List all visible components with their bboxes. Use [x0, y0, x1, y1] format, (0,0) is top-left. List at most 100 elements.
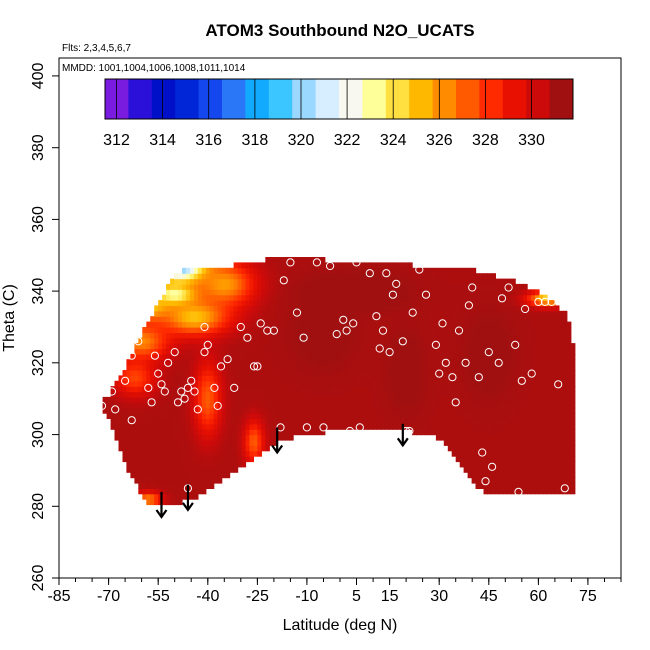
heatmap-cell [511, 396, 516, 403]
heatmap-cell [233, 294, 239, 301]
heatmap-cell [162, 375, 167, 382]
heatmap-cell [122, 402, 128, 409]
heatmap-cell [328, 337, 334, 344]
heatmap-cell [463, 370, 469, 376]
heatmap-cell [221, 359, 227, 366]
heatmap-cell [412, 396, 417, 403]
heatmap-cell [531, 316, 536, 323]
heatmap-cell [344, 267, 350, 274]
heatmap-cell [249, 423, 254, 430]
heatmap-cell [193, 327, 199, 333]
heatmap-cell [328, 423, 334, 430]
heatmap-cell [396, 364, 401, 371]
heatmap-cell [233, 423, 239, 430]
heatmap-cell [138, 364, 143, 371]
heatmap-cell [146, 370, 151, 376]
heatmap-cell [158, 310, 163, 317]
heatmap-cell [182, 445, 187, 452]
heatmap-cell [305, 402, 310, 409]
heatmap-cell [348, 402, 354, 409]
heatmap-cell [566, 396, 572, 403]
heatmap-cell [209, 327, 215, 333]
heatmap-cell [285, 380, 290, 387]
heatmap-cell [491, 402, 496, 409]
heatmap-cell [475, 466, 481, 473]
heatmap-cell [297, 402, 302, 409]
heatmap-cell [562, 429, 568, 436]
heatmap-cell [154, 493, 159, 500]
heatmap-cell [158, 391, 163, 398]
heatmap-cell [479, 402, 485, 409]
heatmap-cell [241, 386, 247, 393]
heatmap-cell [193, 332, 199, 339]
heatmap-cell [249, 289, 254, 296]
heatmap-cell [281, 278, 286, 285]
heatmap-cell [170, 418, 175, 425]
heatmap-cell [257, 273, 262, 280]
heatmap-cell [499, 327, 504, 333]
heatmap-cell [380, 418, 385, 425]
heatmap-cell [368, 310, 373, 317]
heatmap-cell [285, 321, 290, 328]
heatmap-cell [550, 321, 556, 328]
heatmap-cell [388, 375, 393, 382]
heatmap-cell [178, 386, 183, 393]
heatmap-cell [126, 402, 131, 409]
heatmap-cell [519, 364, 524, 371]
heatmap-cell [189, 321, 195, 328]
heatmap-cell [150, 353, 155, 360]
heatmap-cell [154, 456, 159, 463]
heatmap-cell [431, 337, 437, 344]
heatmap-cell [253, 439, 258, 446]
heatmap-cell [491, 380, 496, 387]
heatmap-cell [150, 348, 155, 355]
heatmap-cell [233, 278, 239, 285]
heatmap-cell [463, 466, 469, 473]
heatmap-cell [412, 332, 417, 339]
heatmap-cell [550, 310, 556, 317]
heatmap-cell [487, 337, 492, 344]
heatmap-cell [360, 407, 366, 414]
heatmap-cell [396, 423, 401, 430]
heatmap-cell [344, 391, 350, 398]
heatmap-cell [420, 310, 425, 317]
heatmap-cell [205, 332, 211, 339]
heatmap-cell [241, 439, 247, 446]
heatmap-cell [396, 294, 401, 301]
heatmap-cell [225, 407, 231, 414]
heatmap-cell [479, 386, 485, 393]
heatmap-cell [519, 375, 524, 382]
heatmap-cell [209, 461, 215, 468]
heatmap-cell [546, 327, 552, 333]
heatmap-cell [277, 278, 282, 285]
heatmap-cell [420, 343, 425, 350]
heatmap-cell [451, 321, 457, 328]
heatmap-cell [182, 450, 187, 457]
heatmap-cell [150, 402, 155, 409]
heatmap-cell [193, 477, 199, 484]
heatmap-cell [185, 305, 191, 312]
heatmap-cell [360, 375, 366, 382]
heatmap-cell [447, 370, 453, 376]
heatmap-cell [126, 429, 131, 436]
heatmap-cell [130, 396, 135, 403]
sample-point [253, 362, 262, 371]
heatmap-cell [213, 434, 219, 441]
heatmap-cell [285, 343, 290, 350]
heatmap-cell [463, 423, 469, 430]
heatmap-cell [503, 429, 508, 436]
heatmap-cell [185, 472, 191, 479]
heatmap-cell [483, 477, 489, 484]
heatmap-cell [356, 396, 362, 403]
heatmap-cell [356, 332, 362, 339]
x-tick-label: -55 [147, 588, 170, 605]
sample-point [438, 319, 447, 328]
heatmap-cell [182, 332, 187, 339]
heatmap-cell [221, 445, 227, 452]
sample-point [173, 398, 183, 407]
heatmap-cell [455, 332, 461, 339]
heatmap-cell [332, 332, 338, 339]
heatmap-cell [566, 370, 572, 376]
heatmap-cell [435, 305, 441, 312]
heatmap-cell [511, 375, 516, 382]
